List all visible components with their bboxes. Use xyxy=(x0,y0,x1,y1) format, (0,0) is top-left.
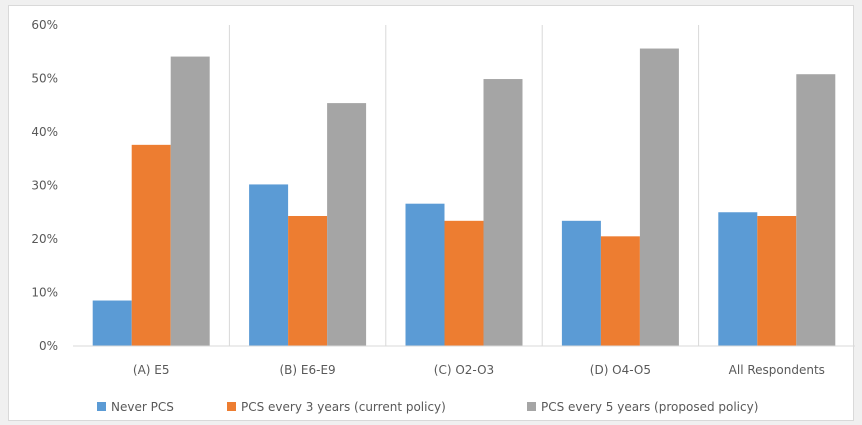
legend-label: PCS every 5 years (proposed policy) xyxy=(541,400,758,414)
bar xyxy=(483,79,523,346)
bar xyxy=(796,74,836,346)
y-tick-label: 20% xyxy=(31,232,58,246)
y-tick-label: 10% xyxy=(31,286,58,300)
bar xyxy=(600,236,640,346)
y-tick-label: 60% xyxy=(31,18,58,32)
bar xyxy=(757,215,797,346)
bar xyxy=(249,184,289,346)
x-tick-label: (C) O2-O3 xyxy=(434,363,494,377)
x-tick-label: (B) E6-E9 xyxy=(280,363,336,377)
bar xyxy=(639,48,679,346)
legend-swatch xyxy=(527,402,536,411)
y-tick-label: 30% xyxy=(31,179,58,193)
y-tick-label: 40% xyxy=(31,125,58,139)
y-tick-label: 0% xyxy=(39,339,58,353)
bar xyxy=(92,300,132,346)
legend-label: PCS every 3 years (current policy) xyxy=(241,400,446,414)
x-tick-label: All Respondents xyxy=(729,363,825,377)
legend-label: Never PCS xyxy=(111,400,174,414)
bar xyxy=(718,212,758,346)
x-tick-label: (D) O4-O5 xyxy=(590,363,651,377)
bar xyxy=(170,56,210,346)
bar xyxy=(327,103,367,346)
bar xyxy=(561,220,601,346)
legend-swatch xyxy=(97,402,106,411)
bar xyxy=(444,220,484,346)
y-tick-label: 50% xyxy=(31,72,58,86)
x-tick-label: (A) E5 xyxy=(133,363,170,377)
bar xyxy=(288,215,328,346)
bar xyxy=(131,144,171,346)
legend-swatch xyxy=(227,402,236,411)
bar xyxy=(405,203,445,346)
